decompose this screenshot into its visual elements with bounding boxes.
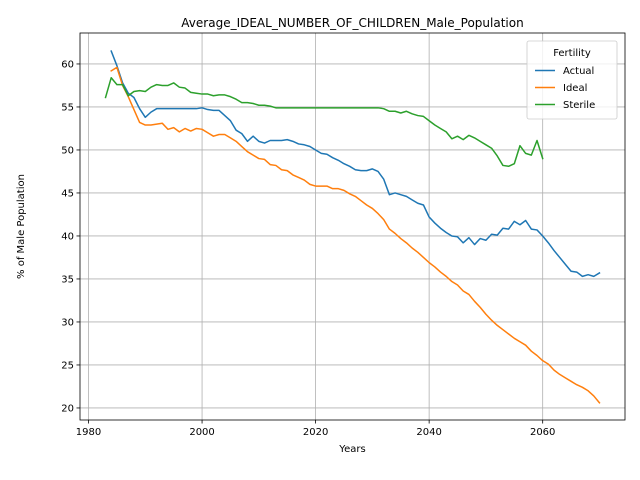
x-tick-label: 2020 (303, 427, 328, 438)
y-axis: 20 25 30 35 40 45 50 55 60 (61, 59, 80, 414)
legend-label-ideal: Ideal (563, 83, 587, 94)
x-tick-label: 2000 (189, 427, 214, 438)
x-tick-label: 1980 (76, 427, 101, 438)
series-line-actual (110, 50, 601, 278)
y-tick-label: 55 (61, 102, 74, 113)
series-line-ideal (110, 66, 601, 404)
y-tick-label: 40 (61, 231, 74, 242)
legend-title: Fertility (553, 48, 591, 59)
y-tick-label: 25 (61, 360, 74, 371)
legend-label-sterile: Sterile (563, 100, 595, 111)
y-tick-label: 30 (61, 317, 74, 328)
y-tick-label: 50 (61, 145, 74, 156)
plot-frame (79, 32, 626, 421)
grid (80, 33, 625, 420)
y-axis-label: % of Male Population (16, 174, 27, 279)
chart-title: Average_IDEAL_NUMBER_OF_CHILDREN_Male_Po… (181, 16, 523, 30)
y-tick-label: 45 (61, 188, 74, 199)
y-tick-label: 35 (61, 274, 74, 285)
legend-label-actual: Actual (563, 66, 594, 77)
x-tick-label: 2040 (416, 427, 441, 438)
x-axis-label: Years (338, 444, 365, 455)
legend-box (526, 40, 618, 120)
series-line-sterile (104, 76, 544, 168)
x-tick-label: 2060 (530, 427, 555, 438)
series-lines (104, 50, 601, 404)
legend: Fertility Actual Ideal Sterile (526, 40, 618, 120)
y-tick-label: 20 (61, 403, 74, 414)
x-axis: 1980 2000 2020 2040 2060 (76, 420, 555, 438)
y-tick-label: 60 (61, 59, 74, 70)
